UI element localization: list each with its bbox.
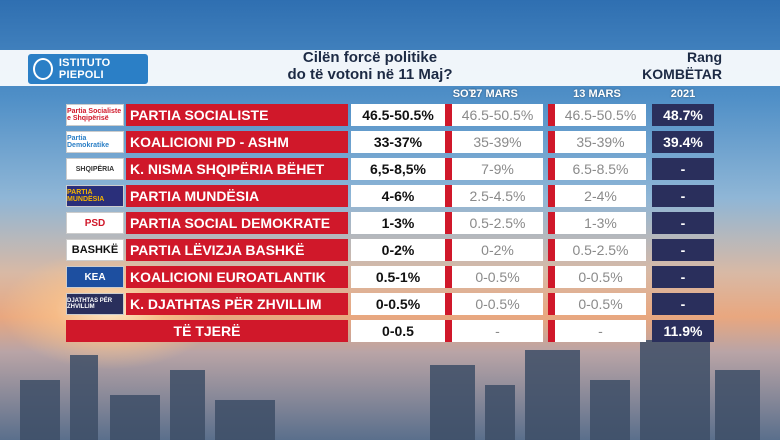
value-sot: 4-6%: [351, 185, 445, 207]
value-13-mars: -: [548, 320, 646, 342]
others-name: TË TJERË: [66, 320, 348, 342]
value-2021: -: [652, 266, 714, 288]
value-sot: 0-2%: [351, 239, 445, 261]
value-sot: 0-0.5%: [351, 293, 445, 315]
rang-line-1: Rang: [687, 49, 722, 65]
value-sot: 0.5-1%: [351, 266, 445, 288]
logo-text: ISTITUTO PIEPOLI: [58, 57, 111, 81]
value-27-mars: -: [445, 320, 543, 342]
value-2021: -: [652, 239, 714, 261]
value-sot: 46.5-50.5%: [351, 104, 445, 126]
value-2021: -: [652, 185, 714, 207]
col-header-2021: 2021: [670, 88, 696, 100]
party-logo: KEA: [66, 266, 124, 288]
value-27-mars: 0.5-2.5%: [445, 212, 543, 234]
poll-question: Cilën forcë politike do të votoni në 11 …: [250, 49, 490, 83]
party-logo: Partia Demokratike: [66, 131, 124, 153]
question-line-2: do të votoni në 11 Maj?: [287, 66, 453, 83]
value-27-mars: 0-0.5%: [445, 293, 543, 315]
col-header-27-mars: 27 MARS: [470, 88, 518, 100]
party-name: PARTIA MUNDËSIA: [126, 185, 348, 207]
value-13-mars: 1-3%: [548, 212, 646, 234]
question-line-1: Cilën forcë politike: [302, 49, 438, 66]
value-13-mars: 0-0.5%: [548, 266, 646, 288]
value-13-mars: 46.5-50.5%: [548, 104, 646, 126]
party-logo: SHQIPËRIA: [66, 158, 124, 180]
value-2021: 39.4%: [652, 131, 714, 153]
col-header-13-mars: 13 MARS: [573, 88, 621, 100]
piepoli-logo: ISTITUTO PIEPOLI: [28, 54, 148, 84]
city-skyline: [0, 330, 780, 440]
value-27-mars: 7-9%: [445, 158, 543, 180]
value-sot: 6,5-8,5%: [351, 158, 445, 180]
value-2021: 11.9%: [652, 320, 714, 342]
party-logo: BASHKË: [66, 239, 124, 261]
party-logo: PARTIA MUNDËSIA: [66, 185, 124, 207]
value-2021: -: [652, 293, 714, 315]
value-2021: 48.7%: [652, 104, 714, 126]
party-name: PARTIA LËVIZJA BASHKË: [126, 239, 348, 261]
party-name: PARTIA SOCIAL DEMOKRATE: [126, 212, 348, 234]
value-2021: -: [652, 212, 714, 234]
value-13-mars: 6.5-8.5%: [548, 158, 646, 180]
value-13-mars: 0-0.5%: [548, 293, 646, 315]
value-27-mars: 46.5-50.5%: [445, 104, 543, 126]
value-27-mars: 2.5-4.5%: [445, 185, 543, 207]
piepoli-logo-icon: [33, 58, 53, 80]
value-sot: 1-3%: [351, 212, 445, 234]
party-name: K. DJATHTAS PËR ZHVILLIM: [126, 293, 348, 315]
party-name: KOALICIONI PD - ASHM: [126, 131, 348, 153]
rang-title: Rang KOMBËTAR: [612, 49, 722, 83]
party-name: PARTIA SOCIALISTE: [126, 104, 348, 126]
value-27-mars: 35-39%: [445, 131, 543, 153]
value-27-mars: 0-0.5%: [445, 266, 543, 288]
party-name: KOALICIONI EUROATLANTIK: [126, 266, 348, 288]
party-logo: Partia Socialiste e Shqipërisë: [66, 104, 124, 126]
value-sot: 0-0.5: [351, 320, 445, 342]
party-name: K. NISMA SHQIPËRIA BËHET: [126, 158, 348, 180]
party-logo: DJATHTAS PËR ZHVILLIM: [66, 293, 124, 315]
value-sot: 33-37%: [351, 131, 445, 153]
rang-line-2: KOMBËTAR: [642, 66, 722, 82]
value-27-mars: 0-2%: [445, 239, 543, 261]
col-header-sot: SOT: [452, 88, 476, 100]
value-13-mars: 35-39%: [548, 131, 646, 153]
value-13-mars: 2-4%: [548, 185, 646, 207]
value-2021: -: [652, 158, 714, 180]
value-13-mars: 0.5-2.5%: [548, 239, 646, 261]
party-logo: PSD: [66, 212, 124, 234]
